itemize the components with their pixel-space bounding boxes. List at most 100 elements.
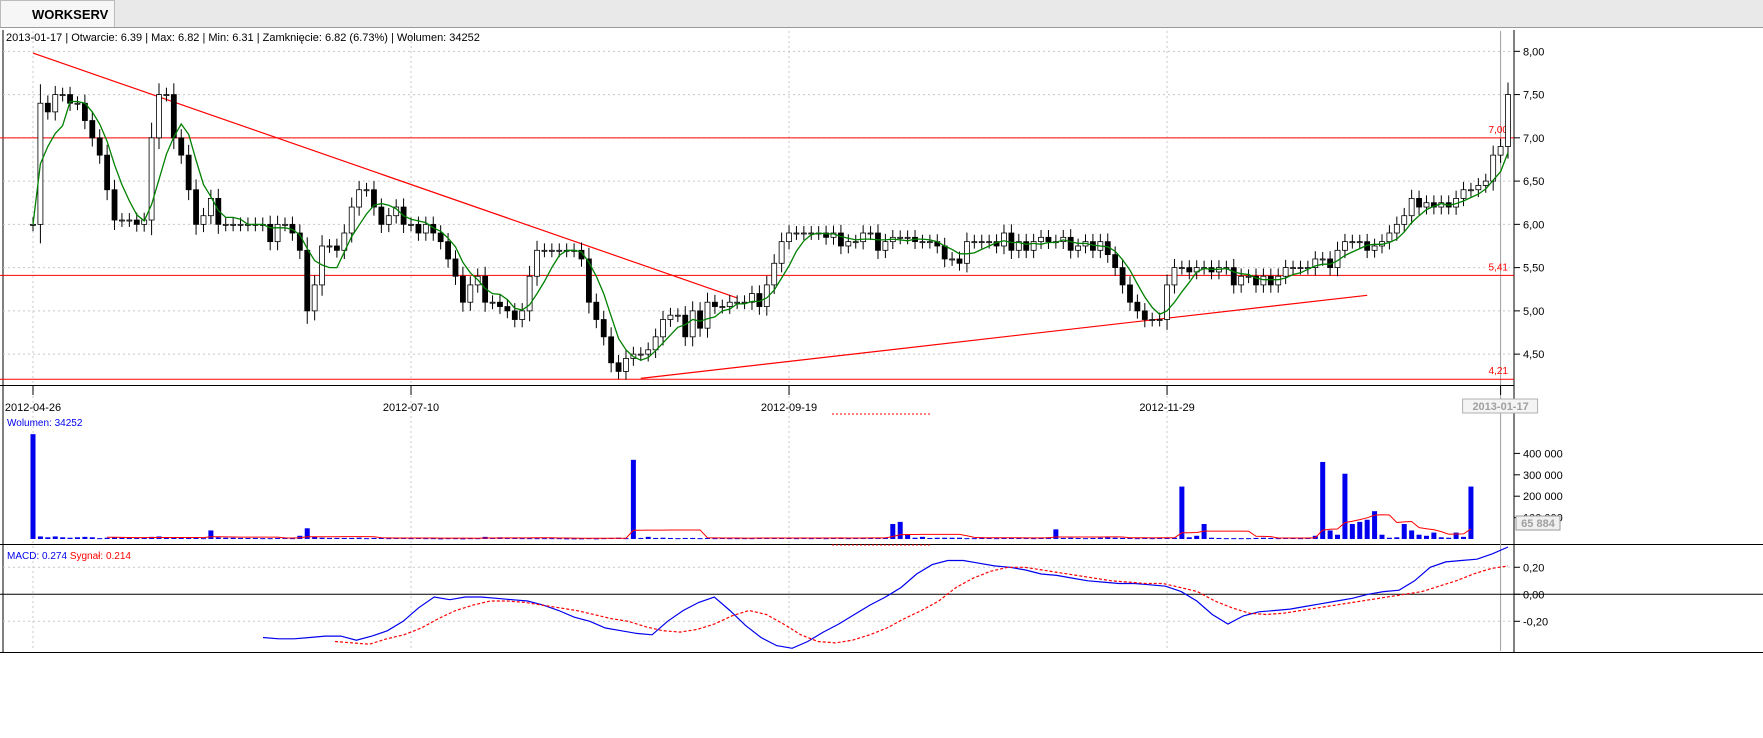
candle (193, 189, 199, 225)
volume-bar (30, 434, 36, 539)
candle (1023, 241, 1030, 251)
candle (712, 301, 718, 307)
candle (148, 137, 155, 221)
candle (74, 102, 81, 105)
price-tick-label: 8,00 (1523, 46, 1544, 58)
volume-bar (193, 537, 199, 539)
volume-bar (845, 538, 851, 540)
candle (719, 306, 726, 308)
volume-bar (445, 538, 451, 540)
stock-chart[interactable]: 2012-04-26 2012-07-10 2012-09-19 2012-11-29… (0, 27, 1763, 738)
price-tick-label: 6,00 (1523, 219, 1544, 231)
candle (674, 314, 681, 317)
candle (1178, 267, 1185, 270)
moving-average-line (32, 100, 1509, 361)
candle (133, 219, 140, 225)
trend-line (32, 52, 738, 299)
volume-bar (289, 538, 295, 540)
price-tick-label: 4,50 (1523, 349, 1544, 361)
candle (230, 223, 237, 226)
candle (556, 249, 563, 252)
volume-bar (1327, 530, 1333, 539)
volume-current-box (1515, 515, 1561, 531)
candle (1475, 185, 1482, 191)
candle (59, 94, 66, 96)
x-tick-label: 2012-07-10 (383, 402, 439, 414)
volume-bar (452, 538, 458, 540)
volume-bar (423, 538, 429, 540)
candle (904, 236, 911, 239)
candle (1141, 310, 1148, 320)
volume-bar (1246, 538, 1252, 540)
volume-bar (882, 537, 888, 539)
candle (452, 258, 459, 277)
volume-bar (460, 538, 466, 540)
volume-tick-label: 300 000 (1523, 470, 1563, 482)
volume-bar (645, 536, 651, 539)
candle (1001, 232, 1007, 247)
volume-bar (942, 537, 948, 539)
volume-bar (356, 537, 362, 539)
volume-bar (378, 537, 384, 539)
candle (971, 241, 978, 244)
volume-tick-label: 200 000 (1523, 491, 1563, 503)
candle (207, 197, 214, 217)
candle (371, 189, 377, 208)
volume-bar (682, 537, 688, 539)
candle (1275, 275, 1282, 286)
candle (489, 301, 496, 304)
level-label: 7,00 (1489, 125, 1509, 136)
volume-bar (727, 538, 733, 540)
candle (645, 349, 652, 355)
candle (689, 310, 696, 338)
volume-bar (386, 538, 392, 540)
candle (185, 154, 192, 191)
volume-bar (1209, 537, 1215, 539)
volume-bar (45, 537, 51, 539)
current-date-box (1462, 398, 1539, 414)
volume-bar (97, 538, 103, 540)
candle (608, 336, 615, 364)
trend-line (640, 294, 1368, 379)
candle (1134, 301, 1141, 312)
volume-bar (1142, 537, 1148, 539)
volume-bar (905, 534, 911, 539)
candle (1030, 241, 1037, 251)
tab-workserv[interactable]: WORKSERV (0, 0, 115, 27)
volume-bar (1031, 538, 1037, 540)
volume-bar (1349, 524, 1355, 539)
volume-bar (1231, 538, 1237, 540)
candle (1253, 275, 1259, 286)
volume-bar (1075, 537, 1081, 539)
candle (586, 258, 592, 303)
candle (437, 232, 444, 243)
candle (52, 94, 59, 113)
candle (697, 310, 703, 329)
volume-bar (74, 537, 80, 539)
candle (30, 223, 36, 226)
candle (1282, 267, 1289, 277)
candle (296, 232, 303, 251)
candle (200, 215, 207, 225)
volume-bar (742, 538, 748, 540)
candle (1319, 258, 1326, 261)
volume-bar (1335, 534, 1341, 539)
candle (1386, 232, 1393, 243)
candle (778, 241, 785, 264)
volume-bar (949, 537, 955, 539)
candle (1312, 258, 1319, 269)
volume-label: Wolumen: 34252 (7, 418, 83, 429)
candle (926, 241, 933, 244)
volume-bar (823, 538, 829, 540)
candle (497, 301, 503, 307)
candle (1342, 241, 1348, 251)
candle (333, 245, 340, 251)
volume-bar (438, 538, 444, 540)
volume-bar (1083, 538, 1089, 540)
price-tick-label: 5,50 (1523, 263, 1544, 275)
volume-bar (312, 536, 318, 539)
signal-line (334, 565, 1509, 645)
candle (519, 310, 526, 320)
volume-bar (934, 537, 940, 539)
x-tick-label: 2012-11-29 (1139, 402, 1194, 414)
